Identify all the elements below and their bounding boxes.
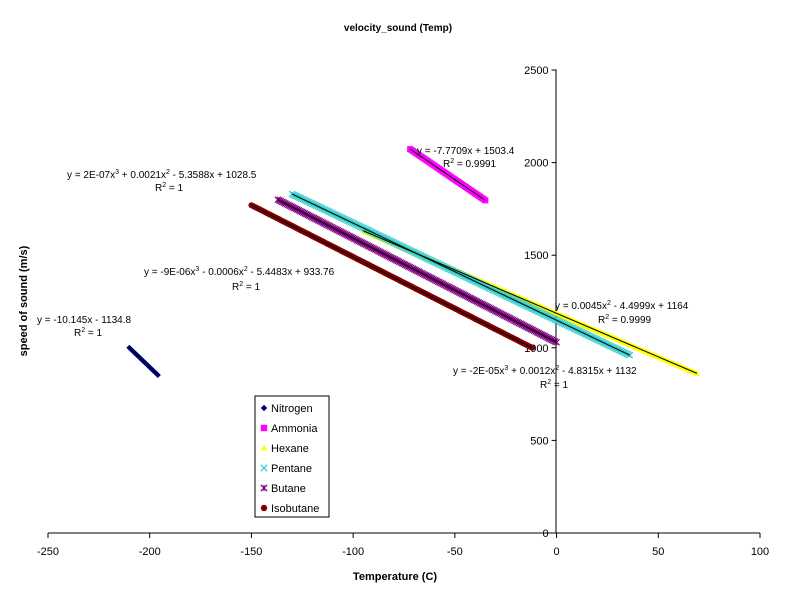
- equation-annotations: y = -10.145x - 1134.8 R2 = 1 y = -7.7709…: [37, 146, 689, 391]
- pentane-equation: y = -2E-05x3 + 0.0012x2 - 4.8315x + 1132: [453, 365, 637, 377]
- legend-marker-pentane: [260, 464, 268, 472]
- legend-label-butane: Butane: [271, 483, 306, 495]
- series-pentane: [288, 190, 634, 359]
- pentane-r2: R2 = 1: [540, 379, 569, 391]
- legend-item-isobutane: Isobutane: [260, 503, 319, 515]
- ammonia-r2: R2 = 0.9991: [443, 158, 497, 170]
- legend-label-nitrogen: Nitrogen: [271, 403, 313, 415]
- legend-marker-hexane: [260, 444, 268, 451]
- y-tick-label: 500: [530, 435, 548, 447]
- trendline-ammonia: [409, 148, 486, 201]
- x-ticks: -250 -200 -150 -100 -50 0 50 100: [37, 533, 769, 558]
- axes: -250 -200 -150 -100 -50 0 50 100 05001000150020…: [37, 65, 769, 558]
- x-tick-label: -100: [342, 546, 364, 558]
- y-tick-label: 2000: [524, 158, 548, 170]
- y-tick-label: 2500: [524, 65, 548, 77]
- legend-label-pentane: Pentane: [271, 463, 312, 475]
- x-tick-label: -150: [240, 546, 262, 558]
- y-axis-label: speed of sound (m/s): [18, 245, 30, 356]
- butane-equation: y = -9E-06x3 - 0.0006x2 - 5.4483x + 933.…: [144, 266, 335, 278]
- x-tick-label: -200: [139, 546, 161, 558]
- isobutane-equation: y = 2E-07x3 + 0.0021x2 - 5.3588x + 1028.…: [67, 169, 257, 181]
- x-tick-label: 50: [652, 546, 664, 558]
- trendline-isobutane: [251, 204, 533, 349]
- hexane-r2: R2 = 0.9999: [598, 314, 652, 326]
- y-tick-label: 0: [542, 528, 548, 540]
- nitrogen-r2: R2 = 1: [74, 327, 103, 339]
- legend-marker-ammonia: [260, 424, 268, 432]
- x-tick-label: -50: [447, 546, 463, 558]
- isobutane-r2: R2 = 1: [155, 182, 184, 194]
- legend-label-hexane: Hexane: [271, 443, 309, 455]
- trendline-butane: [277, 199, 557, 343]
- legend-marker-isobutane: [260, 504, 268, 512]
- legend-box: [254, 395, 330, 518]
- x-axis-label: Temperature (C): [353, 571, 437, 583]
- legend-marker-butane: [260, 484, 268, 492]
- trendline-nitrogen: [129, 347, 159, 376]
- legend-label-isobutane: Isobutane: [271, 503, 319, 515]
- chart-title: velocity_sound (Temp): [344, 23, 452, 34]
- legend-label-ammonia: Ammonia: [271, 423, 318, 435]
- trendline-pentane: [291, 193, 631, 356]
- hexane-equation: y = 0.0045x2 - 4.4999x + 1164: [555, 300, 689, 312]
- legend-item-ammonia: Ammonia: [260, 423, 318, 435]
- legend: Nitrogen Ammonia Hexane Pentane Butane Isobut…: [254, 395, 330, 518]
- legend-item-nitrogen: Nitrogen: [260, 403, 313, 415]
- nitrogen-equation: y = -10.145x - 1134.8: [37, 315, 131, 326]
- x-tick-label: 100: [751, 546, 769, 558]
- ammonia-equation: y = -7.7709x + 1503.4: [417, 146, 515, 157]
- legend-item-hexane: Hexane: [260, 443, 309, 455]
- data-point-pentane: [626, 351, 634, 359]
- legend-item-pentane: Pentane: [260, 463, 312, 475]
- y-tick-label: 1500: [524, 250, 548, 262]
- legend-marker-nitrogen: [260, 404, 268, 412]
- legend-item-butane: Butane: [260, 483, 306, 495]
- x-tick-label: 0: [554, 546, 560, 558]
- x-tick-label: -250: [37, 546, 59, 558]
- butane-r2: R2 = 1: [232, 281, 261, 293]
- legend-items: Nitrogen Ammonia Hexane Pentane Butane Isobut…: [260, 403, 319, 515]
- trendline-layer: [129, 148, 698, 376]
